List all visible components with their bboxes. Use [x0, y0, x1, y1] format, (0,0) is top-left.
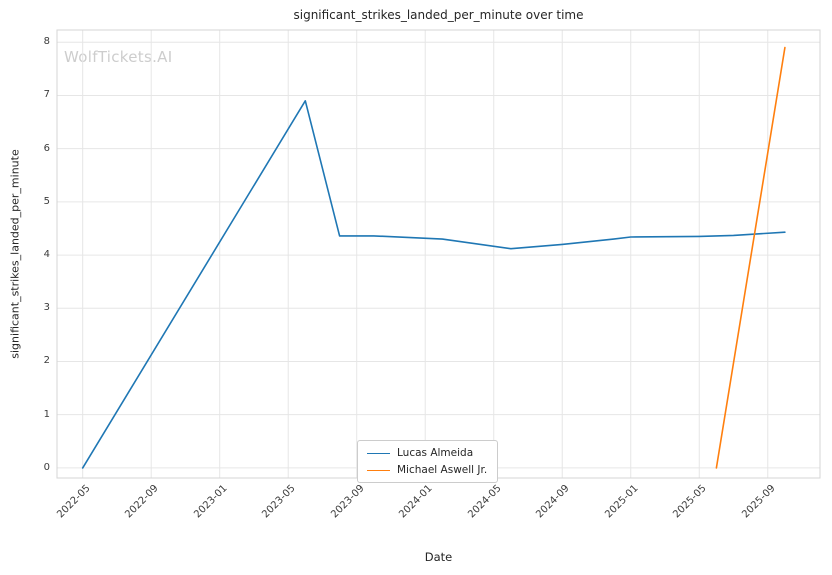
- y-tick-label: 8: [43, 36, 50, 48]
- legend-item-michael-aswell-jr: Michael Aswell Jr.: [367, 464, 487, 476]
- y-tick-label: 6: [43, 142, 50, 154]
- y-tick-label: 3: [43, 302, 50, 314]
- y-tick-label: 5: [43, 195, 50, 207]
- y-tick-label: 0: [43, 461, 50, 473]
- legend: Lucas Almeida Michael Aswell Jr.: [357, 440, 499, 483]
- y-axis-label-text: significant_strikes_landed_per_minute: [8, 149, 22, 359]
- legend-item-lucas-almeida: Lucas Almeida: [367, 447, 487, 459]
- plot-border: [56, 29, 821, 479]
- series-line-lucas-almeida: [81, 100, 786, 469]
- y-tick-label: 2: [43, 355, 50, 367]
- y-tick-label: 7: [43, 89, 50, 101]
- legend-label-lucas-almeida: Lucas Almeida: [397, 447, 474, 459]
- y-tick-label: 1: [43, 408, 50, 420]
- legend-line-swatch-michael-aswell-jr: [367, 469, 390, 471]
- series-line-michael-aswell-jr-: [715, 46, 786, 469]
- legend-line-swatch-lucas-almeida: [367, 452, 390, 454]
- watermark: WolfTickets.AI: [64, 48, 173, 66]
- x-axis-label: Date: [424, 550, 453, 564]
- legend-label-michael-aswell-jr: Michael Aswell Jr.: [397, 464, 488, 476]
- y-tick-label: 4: [43, 249, 50, 261]
- chart-title: significant_strikes_landed_per_minute ov…: [293, 8, 584, 22]
